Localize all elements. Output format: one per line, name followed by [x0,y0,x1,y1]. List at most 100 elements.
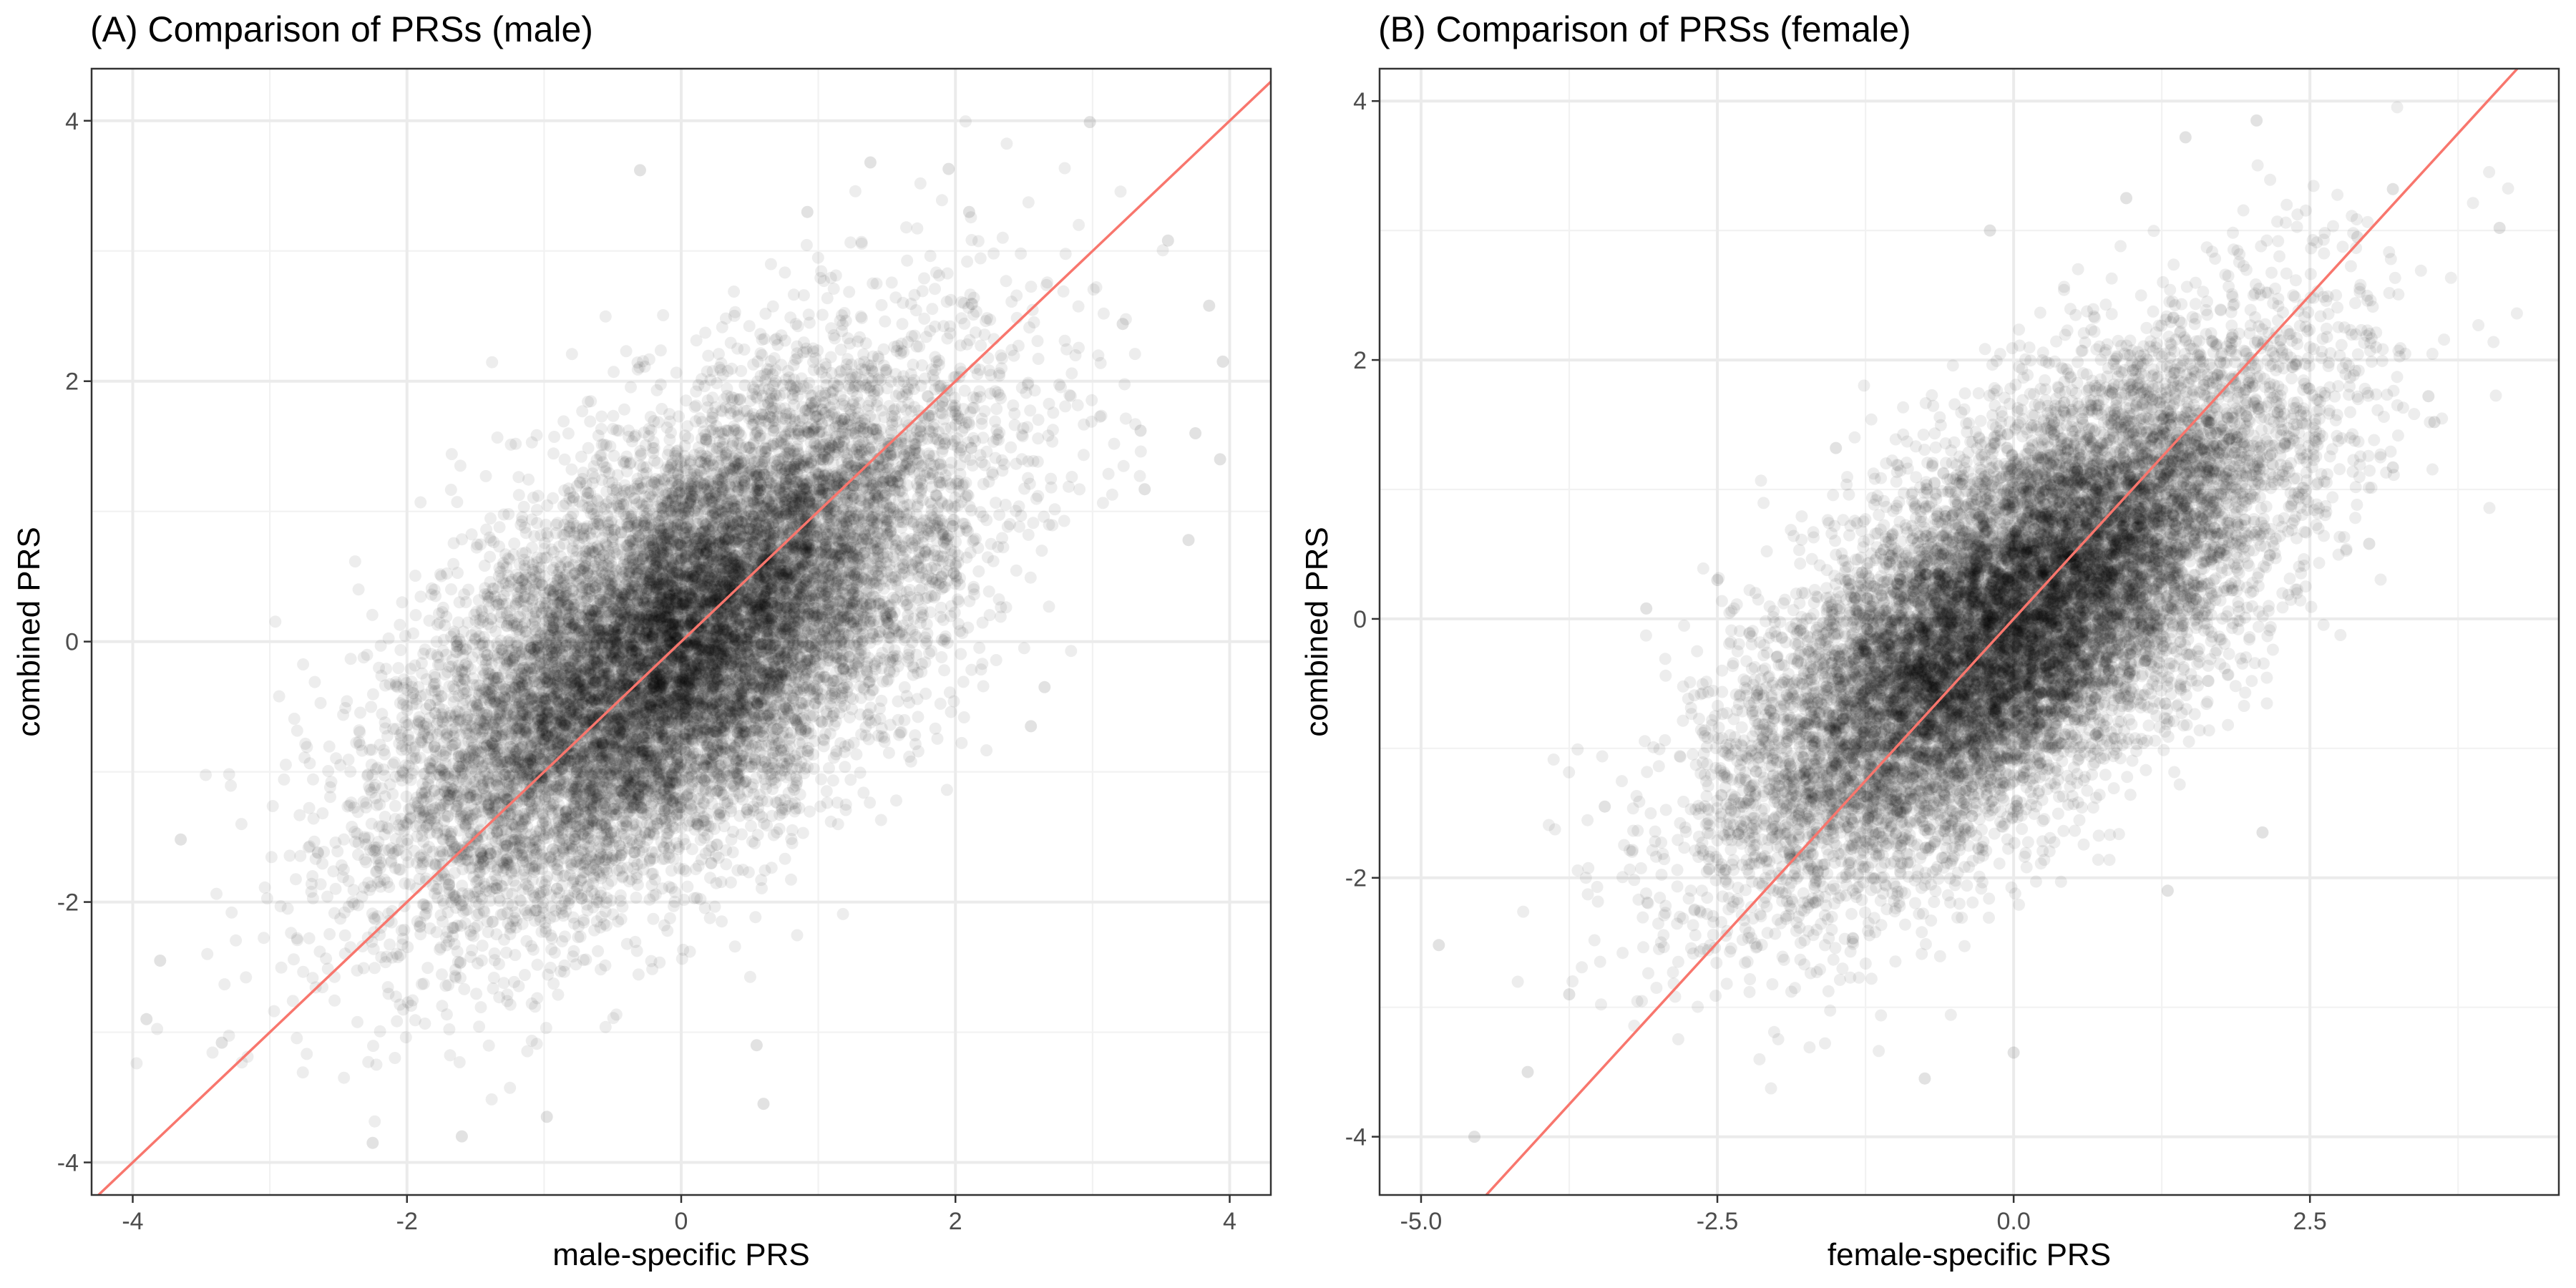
data-point [811,691,824,704]
data-point [811,251,824,264]
data-point [954,572,966,585]
data-point [367,1040,379,1053]
data-point [750,714,763,727]
data-point [497,557,509,570]
data-point [1097,307,1110,320]
data-point [565,463,578,476]
data-point [486,582,499,595]
data-point [562,427,575,440]
data-point [1010,289,1023,302]
data-point [658,600,671,613]
data-point [823,762,835,775]
data-point [421,962,434,975]
data-point [393,863,406,876]
data-point [703,653,715,665]
data-point [482,1039,495,1052]
data-point [519,813,532,826]
data-point [975,663,987,676]
data-point [681,880,694,893]
data-point [924,250,937,263]
data-point [502,642,515,655]
data-point [1133,469,1146,482]
panel-male: (A) Comparison of PRSs (male) -4 -2 0 2 4 -4… [11,9,1272,1272]
data-point [504,826,517,839]
data-point [776,567,789,580]
data-point [731,436,744,449]
data-point [743,441,756,454]
data-point [918,272,930,285]
data-point [587,620,600,633]
data-point [260,892,273,904]
data-point [541,870,554,883]
data-point [1065,645,1078,658]
data-point [669,585,682,598]
data-point [225,906,238,919]
data-point [396,596,409,609]
data-point [1024,404,1037,417]
data-point [330,752,343,765]
data-point [445,448,458,461]
data-point [714,648,727,660]
data-point [580,688,592,701]
data-point [307,773,319,786]
data-point [900,221,912,234]
data-point [990,403,1003,415]
data-point [784,427,797,440]
data-point [686,778,698,791]
data-point [230,934,243,947]
data-point [843,286,856,298]
data-point [688,637,701,650]
data-point [691,576,704,588]
data-point [760,625,773,638]
data-point [557,574,570,587]
data-point [392,662,405,675]
data-point [279,758,292,771]
data-point [702,349,715,362]
data-point [784,511,797,524]
data-point [536,724,549,737]
data-point [351,827,364,840]
data-point [620,772,633,785]
data-point [511,729,524,742]
data-point [691,678,704,691]
data-point [733,559,746,572]
data-point [399,877,411,890]
data-point [297,658,310,670]
data-point [755,528,768,541]
data-point [796,826,809,839]
data-point [1073,483,1086,496]
data-point [445,836,458,849]
data-point [990,654,1002,666]
data-point [957,711,970,723]
data-point [1045,472,1058,485]
data-point [269,615,282,628]
data-point [895,726,908,738]
data-point [839,620,852,633]
data-point [470,987,483,1000]
data-point [526,563,539,576]
data-point [967,308,980,321]
data-point [884,514,896,527]
data-point [650,728,663,741]
data-point [1035,545,1048,557]
data-point [548,431,561,443]
data-point [1043,518,1055,531]
data-point [484,550,497,563]
data-point [445,583,457,596]
data-point [625,510,638,523]
data-point [789,574,802,587]
data-point [588,639,601,652]
data-point [200,769,212,781]
data-point [508,537,521,550]
data-point [308,675,321,688]
data-point [698,525,711,537]
data-point [959,115,972,128]
data-point [458,982,471,995]
data-point [399,1031,412,1044]
data-point [912,711,924,723]
data-point [732,619,745,632]
data-point [879,611,892,624]
data-point [682,505,695,517]
data-point [577,713,590,726]
